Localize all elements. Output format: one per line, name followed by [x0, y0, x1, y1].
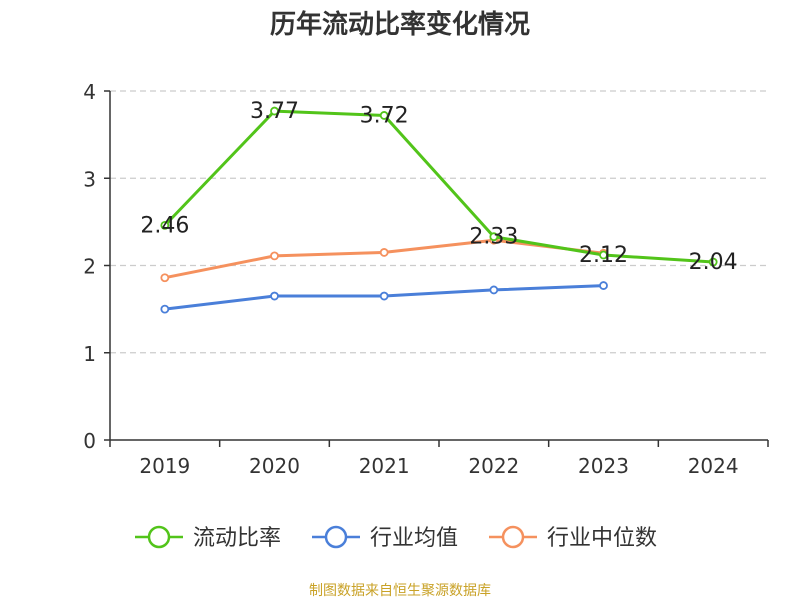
legend-marker [324, 525, 348, 549]
data-point [160, 220, 170, 230]
series-line-2 [164, 238, 604, 280]
data-point [599, 281, 608, 290]
x-tick-label: 2021 [359, 454, 410, 478]
y-tick-label: 1 [83, 342, 96, 366]
x-tick-label: 2024 [688, 454, 739, 478]
legend-label: 行业均值 [370, 526, 458, 551]
data-point [160, 304, 170, 314]
data-point [379, 248, 389, 257]
y-tick-label: 4 [83, 80, 96, 104]
legend-item-1[interactable]: 行业均值 [312, 525, 458, 551]
data-label: 2.46 [140, 213, 189, 238]
legend: 流动比率 行业均值 行业中位数 [135, 525, 657, 551]
data-label: 2.04 [689, 250, 738, 275]
y-tick-label: 2 [83, 255, 96, 279]
series-points [160, 106, 718, 314]
legend-item-0[interactable]: 流动比率 [135, 525, 281, 551]
y-tick-label: 3 [83, 167, 96, 191]
x-tick-label: 2019 [139, 454, 190, 478]
legend-marker [501, 525, 525, 549]
x-tick-label: 2023 [578, 454, 629, 478]
series-line-0 [163, 109, 714, 264]
data-point [599, 250, 608, 260]
data-point [160, 273, 170, 283]
data-point [489, 285, 499, 295]
data-point [270, 251, 279, 261]
data-point [489, 232, 499, 242]
x-tick-label: 2022 [468, 454, 519, 478]
data-label: 2.33 [469, 225, 518, 250]
legend-marker [147, 525, 171, 549]
data-label: 3.72 [360, 103, 409, 128]
axes: 0 1 2 3 4 2019 2020 2021 2022 2023 2024 [83, 80, 769, 478]
data-point [270, 106, 279, 116]
source-note: 制图数据来自恒生聚源数据库 [309, 583, 491, 599]
data-point [270, 291, 279, 301]
data-label: 2.12 [579, 243, 628, 268]
chart-title: 历年流动比率变化情况 [269, 10, 530, 40]
x-tick-label: 2020 [249, 454, 300, 478]
y-tick-label: 0 [83, 429, 96, 453]
gridlines [110, 90, 768, 354]
series-lines [163, 109, 714, 311]
data-labels: 2.46 3.77 3.72 2.33 2.12 2.04 [140, 99, 737, 275]
legend-item-2[interactable]: 行业中位数 [489, 525, 657, 551]
legend-label: 行业中位数 [547, 526, 657, 551]
legend-label: 流动比率 [193, 526, 281, 551]
data-point [379, 111, 389, 120]
data-point [708, 257, 718, 267]
data-label: 3.77 [250, 99, 299, 124]
data-point [379, 291, 389, 301]
